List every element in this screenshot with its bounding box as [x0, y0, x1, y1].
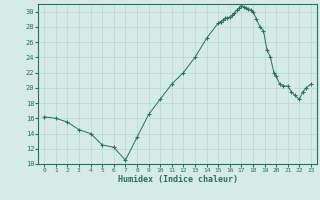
X-axis label: Humidex (Indice chaleur): Humidex (Indice chaleur) — [118, 175, 238, 184]
